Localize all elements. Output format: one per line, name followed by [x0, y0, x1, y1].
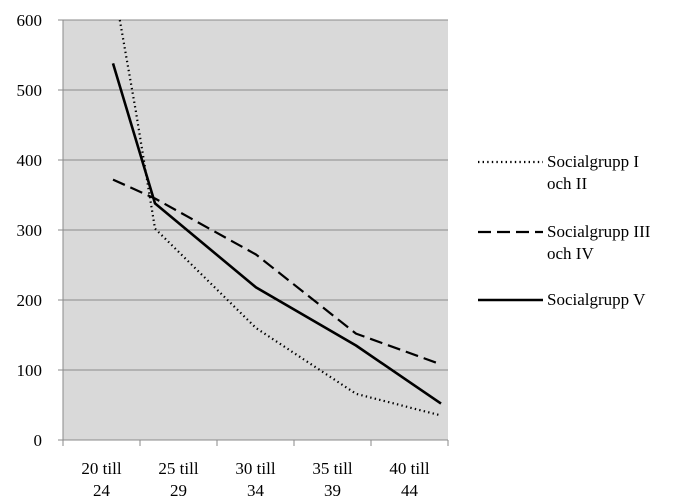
x-tick-label: 40 till 44	[389, 459, 429, 499]
legend-label-line: Socialgrupp V	[547, 290, 646, 309]
legend-label-line: Socialgrupp III	[547, 222, 651, 241]
y-tick-label: 600	[17, 11, 43, 30]
legend-label-line: och II	[547, 174, 587, 193]
y-tick-label: 100	[17, 361, 43, 380]
series-lines	[111, 19, 442, 417]
y-tick-label: 200	[17, 291, 43, 310]
x-tick-label-line: 35 till	[312, 459, 352, 478]
x-tick-label: 30 till 34	[235, 459, 275, 499]
x-axis-ticks: 20 till 24 25 till 29 30 till 34 35 till 39 40 t…	[62, 440, 449, 499]
x-tick-label-line: 30 till	[235, 459, 275, 478]
x-tick-label-line: 34	[247, 481, 265, 499]
x-tick-label: 35 till 39	[312, 459, 352, 499]
series-line-3	[111, 63, 442, 405]
legend: Socialgrupp I och II Socialgrupp III och IV…	[478, 152, 651, 309]
series-line-2	[112, 178, 442, 366]
x-tick-label: 20 till 24	[81, 459, 121, 499]
x-tick-label-line: 39	[324, 481, 341, 499]
legend-label-3: Socialgrupp V	[547, 290, 646, 309]
legend-label-line: och IV	[547, 244, 594, 263]
y-tick-label: 400	[17, 151, 43, 170]
y-tick-label: 0	[34, 431, 43, 450]
legend-label-line: Socialgrupp I	[547, 152, 639, 171]
y-tick-label: 500	[17, 81, 43, 100]
x-tick-label-line: 24	[93, 481, 111, 499]
x-tick-label-line: 40 till	[389, 459, 429, 478]
x-tick-label-line: 29	[170, 481, 187, 499]
x-tick-label-line: 20 till	[81, 459, 121, 478]
x-tick-label: 25 till 29	[158, 459, 198, 499]
y-tick-label: 300	[17, 221, 43, 240]
x-tick-label-line: 44	[401, 481, 419, 499]
legend-label-2: Socialgrupp III och IV	[547, 222, 651, 263]
y-axis-ticks: 0 100 200 300 400 500 600	[17, 11, 63, 450]
gridlines	[63, 19, 448, 371]
legend-label-1: Socialgrupp I och II	[547, 152, 639, 193]
x-tick-label-line: 25 till	[158, 459, 198, 478]
